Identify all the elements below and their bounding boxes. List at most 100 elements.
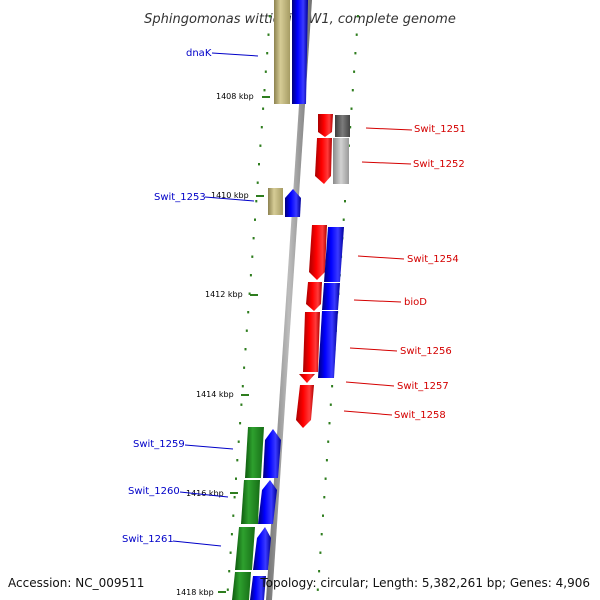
track-dot bbox=[329, 403, 332, 406]
feature-red-swit1258 bbox=[296, 385, 314, 428]
track-dot bbox=[267, 33, 270, 36]
track-dot bbox=[256, 181, 259, 184]
track-dot bbox=[232, 514, 235, 517]
feature-blue-swit1253 bbox=[285, 189, 301, 217]
tick-label: 1414 kbp bbox=[196, 390, 234, 399]
gene-label-swit1261[interactable]: Swit_1261 bbox=[122, 534, 174, 545]
feature-gray-swit1252 bbox=[333, 138, 349, 184]
feature-tan-dnak bbox=[274, 0, 290, 104]
feature-green-swit1261 bbox=[235, 527, 255, 570]
track-dot bbox=[319, 551, 322, 554]
feature-tan-swit1253 bbox=[268, 188, 283, 215]
gene-label-swit1258[interactable]: Swit_1258 bbox=[394, 410, 446, 421]
leader-line bbox=[361, 161, 412, 165]
tick-label: 1408 kbp bbox=[216, 92, 254, 101]
feature-blue-dnak bbox=[292, 0, 308, 104]
track-dot bbox=[349, 126, 352, 129]
track-dot bbox=[322, 514, 324, 517]
track-dot bbox=[255, 200, 258, 203]
track-dot bbox=[244, 348, 247, 351]
leader-line bbox=[357, 255, 405, 260]
track-dot bbox=[350, 107, 353, 110]
track-dot bbox=[251, 255, 254, 258]
track-dot bbox=[316, 588, 319, 591]
tick-label: 1412 kbp bbox=[205, 290, 243, 299]
track-dot bbox=[353, 70, 356, 73]
track-dot bbox=[324, 477, 327, 480]
feature-red-biod bbox=[306, 282, 322, 311]
feature-blue-swit1259 bbox=[263, 429, 281, 478]
gene-label-swit1259[interactable]: Swit_1259 bbox=[133, 439, 185, 450]
leader-line bbox=[184, 444, 234, 450]
genome-summary-text: Topology: circular; Length: 5,382,261 bp… bbox=[259, 576, 590, 590]
track-dot bbox=[318, 570, 321, 573]
track-dot bbox=[327, 440, 330, 443]
gene-label-swit1260[interactable]: Swit_1260 bbox=[128, 486, 180, 497]
track-dot bbox=[262, 107, 265, 110]
track-dot bbox=[331, 385, 334, 388]
feature-green-swit1260 bbox=[241, 480, 260, 524]
track-dot bbox=[354, 52, 357, 55]
track-dot bbox=[230, 533, 233, 536]
track-dot bbox=[254, 218, 256, 221]
track-dot bbox=[356, 15, 359, 18]
feature-blue-swit1256 bbox=[318, 311, 338, 378]
gene-label-dnak[interactable]: dnaK bbox=[186, 48, 212, 59]
feature-green-swit1259 bbox=[245, 427, 264, 478]
gene-label-swit1257[interactable]: Swit_1257 bbox=[397, 381, 449, 392]
track-dot bbox=[264, 70, 267, 73]
track-dot bbox=[328, 422, 331, 425]
feature-blue-swit1260 bbox=[258, 480, 277, 524]
gene-label-biod[interactable]: bioD bbox=[404, 297, 427, 308]
track-dot bbox=[235, 477, 237, 480]
track-dot bbox=[344, 200, 346, 203]
leader-line bbox=[353, 299, 402, 303]
tick-label: 1416 kbp bbox=[186, 489, 224, 498]
track-dot bbox=[233, 496, 236, 499]
feature-blue-1262 bbox=[250, 576, 266, 600]
feature-red-swit1254 bbox=[309, 225, 327, 280]
gene-label-swit1253[interactable]: Swit_1253 bbox=[154, 192, 206, 203]
track-dot bbox=[259, 144, 262, 147]
gene-label-swit1256[interactable]: Swit_1256 bbox=[400, 346, 452, 357]
track-dot bbox=[323, 496, 326, 499]
track-dot bbox=[240, 403, 243, 406]
dotted-track-left bbox=[226, 15, 271, 591]
track-dot bbox=[355, 33, 358, 36]
feature-blue-swit1261 bbox=[253, 527, 271, 570]
tick-label: 1418 kbp bbox=[176, 588, 214, 597]
leader-line bbox=[211, 52, 259, 57]
feature-red-swit1252 bbox=[315, 138, 332, 184]
track-dot bbox=[268, 15, 271, 18]
gene-label-swit1254[interactable]: Swit_1254 bbox=[407, 254, 459, 265]
leader-line bbox=[172, 540, 222, 547]
track-dot bbox=[228, 570, 231, 573]
track-dot bbox=[342, 218, 345, 221]
track-dot bbox=[252, 237, 255, 240]
track-dot bbox=[260, 126, 263, 129]
gene-label-swit1252[interactable]: Swit_1252 bbox=[413, 159, 465, 170]
feature-blue-swit1254 bbox=[324, 227, 344, 282]
gene-label-swit1251[interactable]: Swit_1251 bbox=[414, 124, 466, 135]
track-dot bbox=[258, 163, 260, 166]
track-dot bbox=[266, 52, 269, 55]
track-dot bbox=[247, 311, 250, 314]
track-dot bbox=[226, 588, 229, 591]
track-dot bbox=[241, 385, 244, 388]
track-dot bbox=[243, 366, 246, 369]
feature-red-swit1251 bbox=[318, 114, 333, 137]
feature-green-1262 bbox=[232, 572, 251, 600]
track-dot bbox=[320, 533, 323, 536]
accession-text: Accession: NC_009511 bbox=[8, 576, 144, 590]
leader-line bbox=[345, 381, 395, 387]
feature-blue-biod bbox=[322, 283, 340, 310]
track-dot bbox=[248, 292, 251, 295]
track-dot bbox=[249, 274, 252, 277]
leader-line bbox=[179, 491, 229, 498]
feature-red-swit1257 bbox=[299, 374, 315, 383]
feature-darkgray-swit1251 bbox=[335, 115, 350, 137]
track-dot bbox=[237, 440, 240, 443]
leader-line bbox=[204, 196, 255, 202]
